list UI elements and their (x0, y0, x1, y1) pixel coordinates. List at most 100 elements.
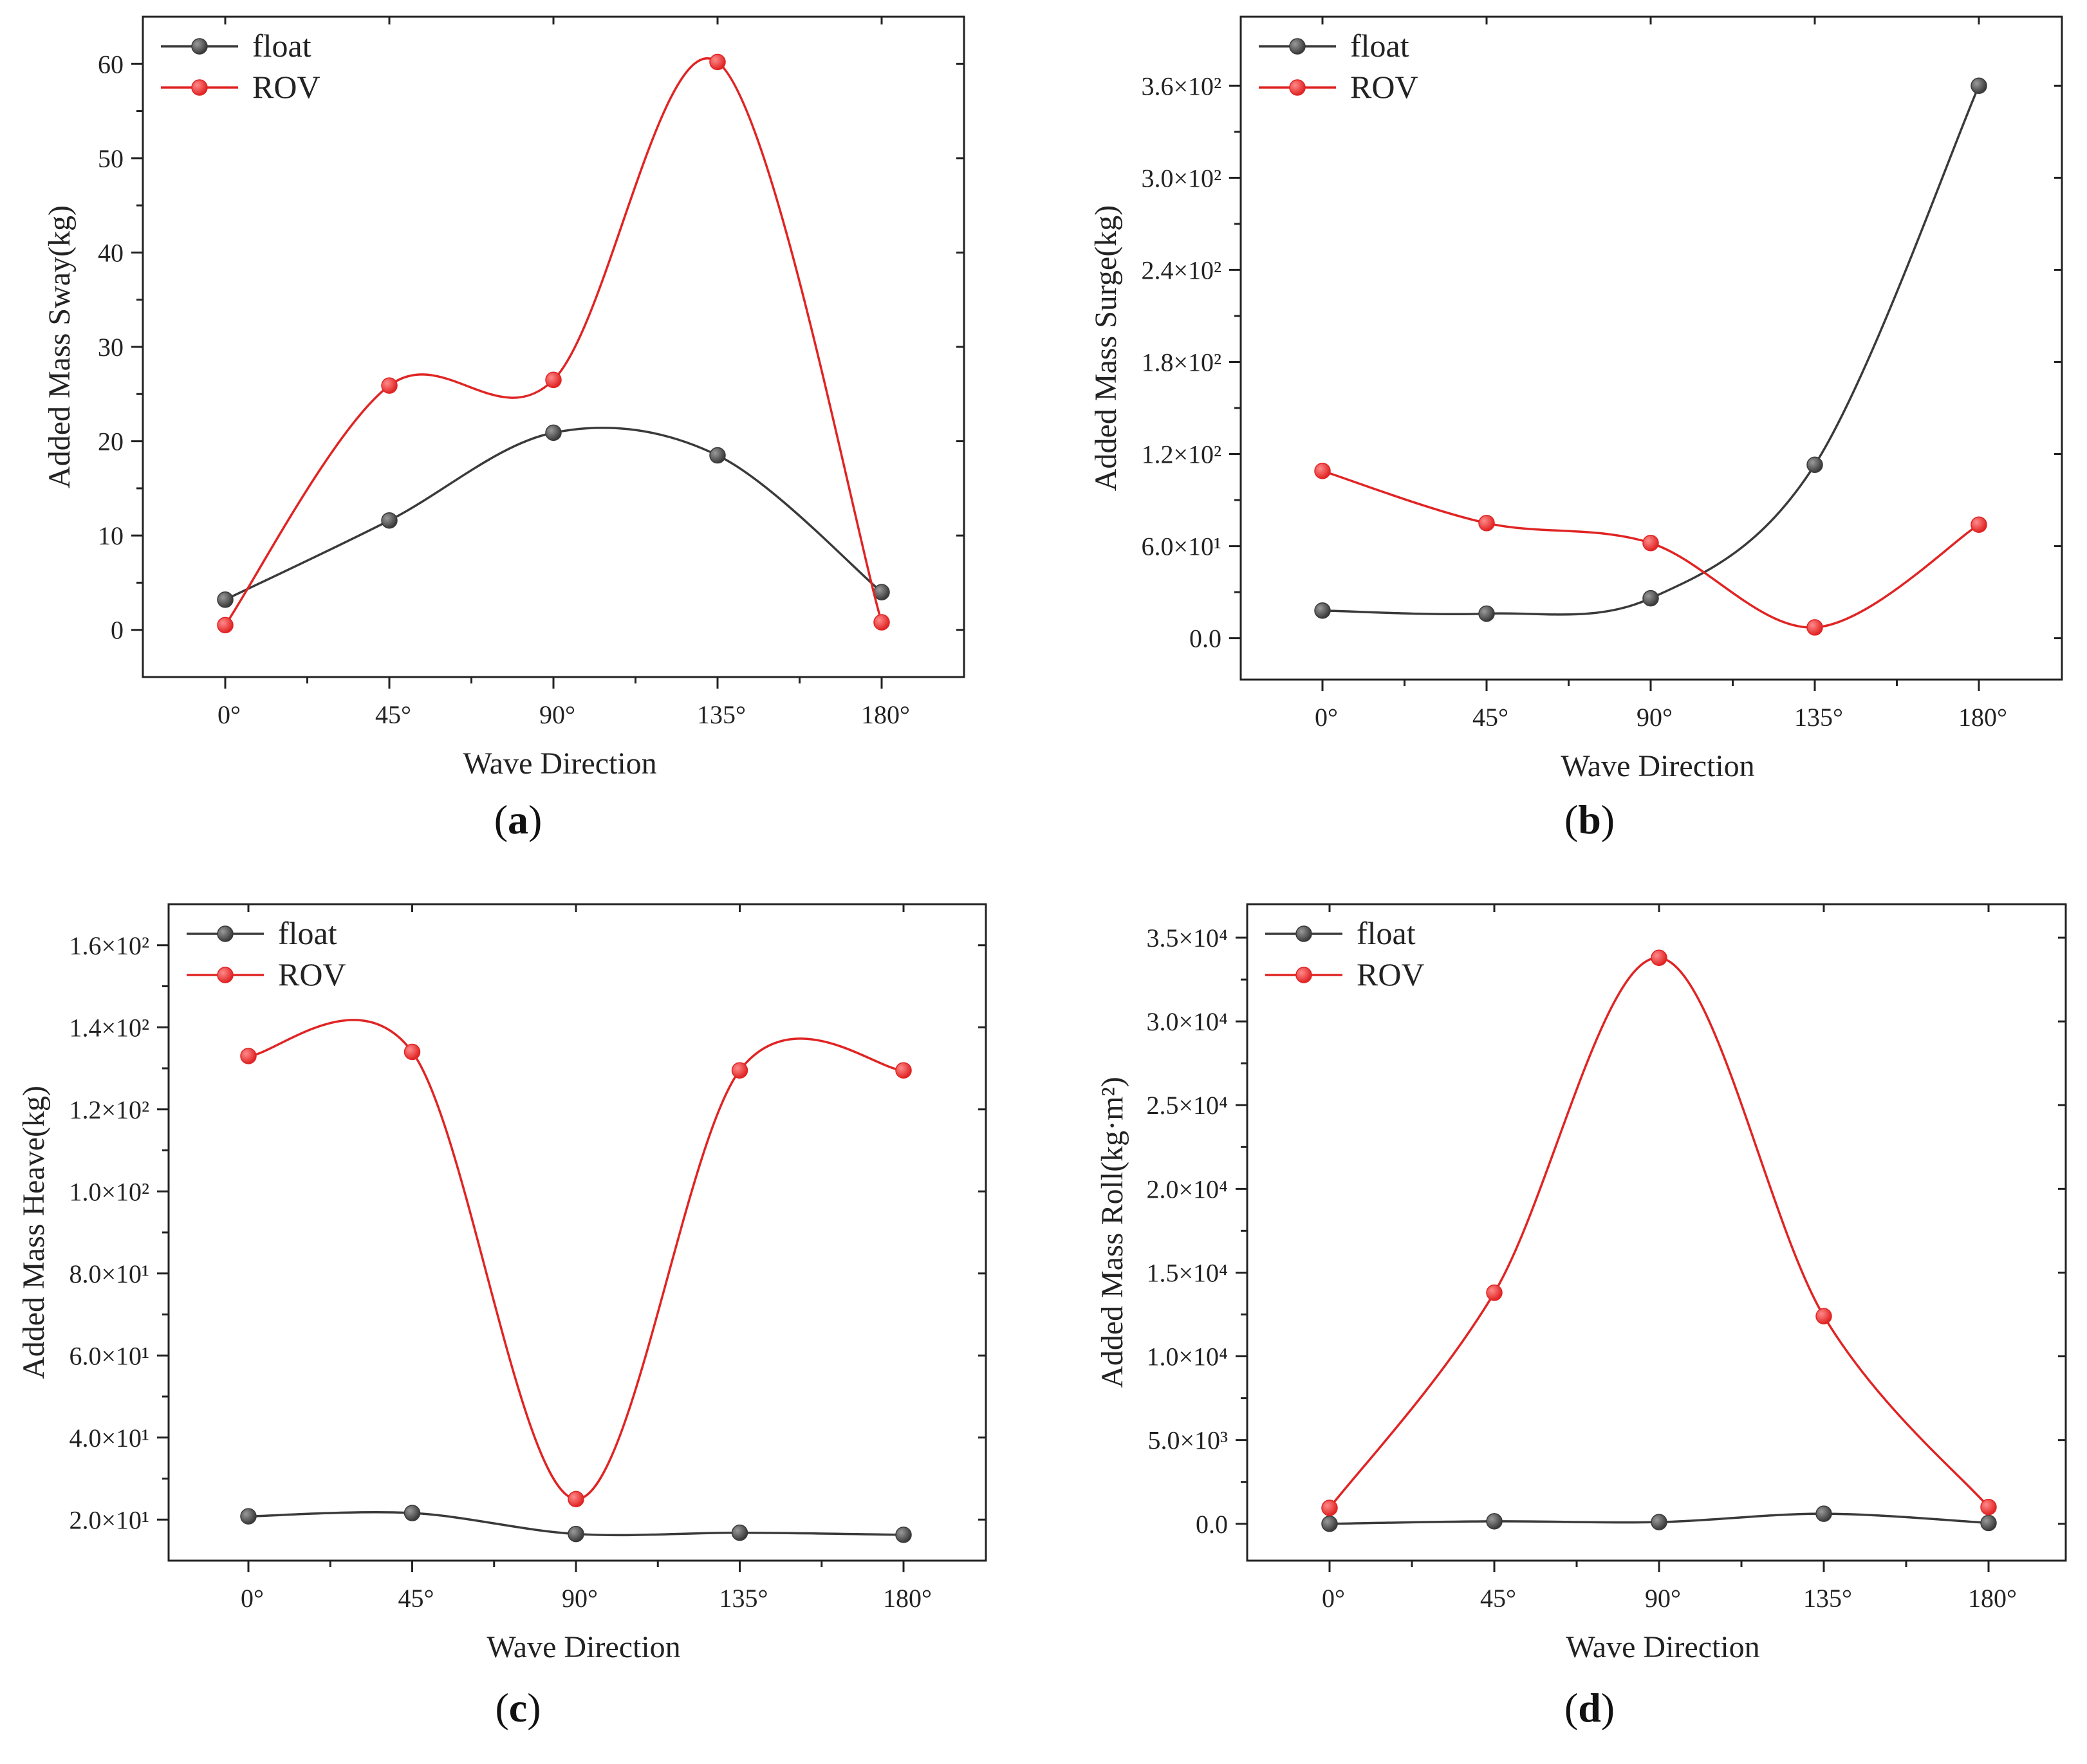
chart-panel-d: 0.0 5.0×10³ 1.0×10⁴ 1.5×10⁴ 2.0×10⁴ 2.5×10⁴ 3.… (1095, 903, 2067, 1664)
x-tick-label: 180° (883, 1584, 932, 1613)
x-tick-label: 180° (861, 700, 910, 729)
legend-marker (191, 79, 208, 96)
x-tick-label: 180° (1958, 703, 2007, 732)
y-tick-label: 40 (98, 238, 124, 267)
x-tick-label: 135° (719, 1584, 768, 1613)
data-point-rov (217, 617, 234, 634)
y-tick-label: 4.0×10¹ (69, 1424, 149, 1453)
y-tick-label: 2.5×10⁴ (1146, 1091, 1228, 1120)
y-tick-label: 2.0×10⁴ (1146, 1174, 1228, 1203)
data-point-rov (1486, 1284, 1503, 1301)
series-line-float (225, 426, 883, 601)
y-tick-label: 3.5×10⁴ (1146, 924, 1228, 952)
data-point-rov (1314, 462, 1331, 479)
x-tick-label: 45° (398, 1584, 434, 1613)
legend-label-rov: ROV (1357, 956, 1425, 992)
panel-label-b: (b) (1564, 797, 1615, 842)
y-axis-title: Added Mass Roll(kg·m²) (1095, 1077, 1129, 1388)
legend-marker (217, 925, 234, 942)
panel-label-a: (a) (494, 797, 543, 842)
legend-label-float: float (252, 28, 311, 64)
data-point-rov (1971, 516, 1987, 533)
data-point-float (1642, 590, 1659, 607)
x-tick-label: 135° (1794, 703, 1843, 732)
series-line-float (1322, 85, 1980, 616)
data-point-rov (1815, 1308, 1832, 1324)
y-tick-label: 1.0×10⁴ (1146, 1342, 1228, 1371)
chart-panel-b: 0.0 6.0×10¹ 1.2×10² 1.8×10² 2.4×10² 3.0×10² 3.… (1089, 15, 2063, 783)
data-point-float (895, 1527, 912, 1543)
series-line-rov (1328, 956, 1990, 1509)
legend-marker (1295, 967, 1312, 983)
data-point-float (1806, 456, 1823, 473)
y-tick-label: 6.0×10¹ (1141, 532, 1221, 561)
y-tick-label: 0.0 (1196, 1510, 1228, 1539)
x-tick-label: 0° (1315, 703, 1338, 732)
data-point-float (217, 591, 234, 608)
y-tick-label: 1.8×10² (1141, 348, 1221, 376)
data-point-float (731, 1524, 748, 1541)
data-point-float (1815, 1505, 1832, 1522)
x-tick-label: 90° (1637, 703, 1673, 732)
legend-label-float: float (1350, 28, 1409, 64)
series-line-rov (224, 57, 883, 626)
y-tick-label: 3.0×10⁴ (1146, 1007, 1228, 1036)
data-point-float (709, 447, 726, 464)
y-tick-label: 1.2×10² (69, 1095, 149, 1124)
plot-frame (1246, 903, 2067, 1562)
y-tick-label: 2.4×10² (1141, 255, 1221, 284)
y-tick-label: 50 (98, 144, 124, 173)
chart-panel-a: 0 10 20 30 40 50 60 0° 45° 90° 135° 180° Wave Direct… (42, 15, 965, 781)
y-tick-label: 8.0×10¹ (69, 1259, 149, 1288)
data-point-float (1321, 1516, 1338, 1532)
data-point-float (568, 1525, 584, 1543)
data-point-rov (568, 1490, 584, 1508)
y-tick-label: 10 (98, 521, 124, 550)
y-axis-title: Added Mass Surge(kg) (1089, 205, 1123, 491)
data-point-float (381, 512, 398, 529)
y-tick-label: 30 (98, 333, 124, 362)
x-axis-title: Wave Direction (463, 747, 656, 781)
x-tick-label: 135° (1803, 1584, 1852, 1613)
y-axis-title: Added Mass Sway(kg) (42, 205, 77, 488)
x-axis-title: Wave Direction (487, 1630, 680, 1664)
x-tick-label: 90° (1645, 1584, 1681, 1613)
x-tick-label: 90° (539, 700, 575, 729)
data-point-rov (1642, 535, 1659, 552)
legend-label-float: float (278, 915, 337, 951)
legend-marker (1289, 38, 1306, 55)
y-tick-label: 2.0×10¹ (69, 1505, 149, 1534)
data-point-float (1971, 77, 1987, 95)
y-tick-label: 1.2×10² (1141, 440, 1221, 469)
legend-label-rov: ROV (278, 956, 346, 992)
legend-marker (1295, 925, 1312, 942)
series-line-rov (248, 1019, 904, 1501)
x-tick-label: 0° (218, 700, 241, 729)
x-tick-label: 0° (241, 1584, 264, 1613)
data-point-rov (403, 1043, 421, 1061)
y-axis-title: Added Mass Heave(kg) (17, 1086, 51, 1379)
y-tick-label: 60 (98, 50, 124, 79)
y-tick-label: 20 (98, 427, 124, 456)
data-point-rov (731, 1062, 748, 1079)
plot-frame (1239, 15, 2063, 681)
panel-label-c: (c) (495, 1685, 541, 1731)
data-point-float (1478, 605, 1495, 622)
y-tick-label: 0 (111, 616, 124, 645)
data-point-rov (873, 614, 890, 631)
x-axis-title: Wave Direction (1561, 749, 1754, 783)
x-tick-label: 180° (1968, 1584, 2017, 1613)
data-point-rov (381, 377, 398, 394)
x-tick-label: 45° (375, 700, 411, 729)
data-point-rov (709, 53, 726, 71)
legend-label-rov: ROV (252, 69, 320, 105)
data-point-rov (545, 371, 562, 389)
panel-label-d: (d) (1564, 1685, 1615, 1731)
data-point-float (1486, 1513, 1503, 1530)
y-tick-label: 1.6×10² (69, 931, 149, 960)
y-tick-label: 5.0×10³ (1147, 1426, 1228, 1455)
legend-marker (217, 967, 234, 983)
data-point-rov (240, 1048, 257, 1064)
y-tick-label: 6.0×10¹ (69, 1341, 149, 1370)
